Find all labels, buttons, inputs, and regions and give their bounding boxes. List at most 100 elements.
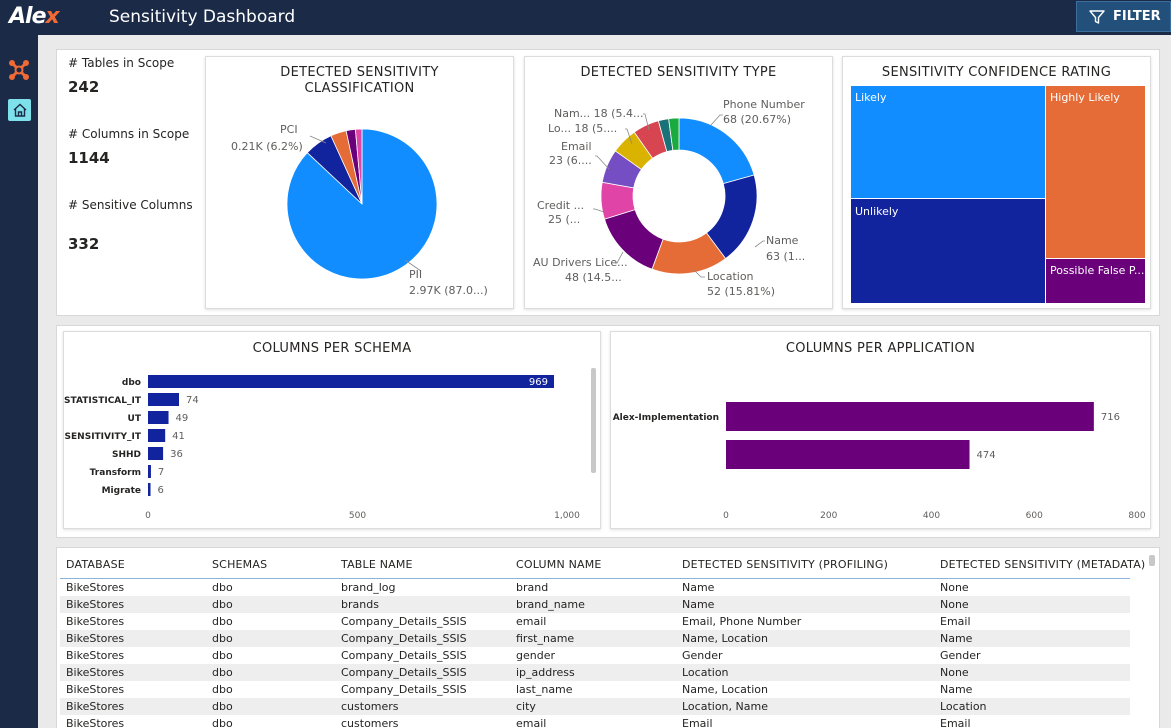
name-value: 63 (1...: [766, 250, 805, 263]
cell-profiling: Gender: [682, 649, 723, 662]
cell-schema: dbo: [212, 666, 233, 679]
bar-transform[interactable]: [148, 465, 151, 478]
network-icon[interactable]: [7, 58, 31, 82]
bar-migrate[interactable]: [148, 483, 151, 496]
table-row[interactable]: BikeStores dbo brand_log brand Name None: [60, 579, 1130, 596]
header-metadata[interactable]: DETECTED SENSITIVITY (METADATA): [940, 558, 1146, 571]
table-row[interactable]: BikeStores dbo Company_Details_SSIS email Em…: [60, 613, 1130, 630]
x-tick-label: 0: [723, 511, 729, 521]
bar-statistical-it[interactable]: [148, 393, 180, 406]
application-bar-chart: Alex-Implementation 716 474 0 200 400 600 800: [613, 402, 1146, 521]
pie-slice-other-3[interactable]: [354, 128, 363, 205]
sensitivity-table: DATABASE SCHEMAS TABLE NAME COLUMN NAME …: [60, 555, 1145, 728]
category-label: UT: [128, 414, 142, 424]
cell-database: BikeStores: [66, 700, 125, 713]
header-profiling[interactable]: DETECTED SENSITIVITY (PROFILING): [682, 558, 889, 571]
header-table-name[interactable]: TABLE NAME: [341, 558, 413, 571]
cell-metadata: None: [940, 598, 969, 611]
cell-metadata: Name: [940, 683, 973, 696]
cell-column-name: gender: [516, 649, 555, 662]
cell-database: BikeStores: [66, 581, 125, 594]
cell-table-name: brand_log: [341, 581, 396, 594]
category-label: dbo: [122, 378, 141, 388]
table-row[interactable]: BikeStores dbo Company_Details_SSIS ip_addr…: [60, 664, 1130, 681]
table-header: DATABASE SCHEMAS TABLE NAME COLUMN NAME …: [60, 555, 1145, 579]
email-value: 23 (6....: [549, 154, 592, 167]
cell-database: BikeStores: [66, 666, 125, 679]
table-body: BikeStores dbo brand_log brand Name None BikeS…: [60, 579, 1130, 728]
alex-logo[interactable]: Alex: [9, 4, 60, 29]
cell-schema: dbo: [212, 683, 233, 696]
table-row[interactable]: BikeStores dbo Company_Details_SSIS first_n…: [60, 630, 1130, 647]
confidence-title: SENSITIVITY CONFIDENCE RATING: [881, 65, 1112, 80]
bar-row-2[interactable]: [726, 440, 970, 469]
x-tick-label: 1,000: [554, 511, 580, 521]
cell-column-name: city: [516, 700, 536, 713]
donut-slice-phone-number[interactable]: [678, 117, 755, 185]
table-row[interactable]: BikeStores dbo Company_Details_SSIS last_na…: [60, 681, 1130, 698]
treemap-unlikely[interactable]: [851, 199, 1045, 303]
location-value: 52 (15.81%): [707, 285, 775, 298]
filter-button[interactable]: FILTER: [1076, 1, 1171, 32]
sensitivity-type-title: DETECTED SENSITIVITY TYPE: [580, 65, 777, 80]
confidence-treemap: Likely Highly Likely Unlikely Possible F…: [851, 86, 1145, 303]
treemap-possible-false[interactable]: [1046, 259, 1145, 303]
application-chart-card[interactable]: COLUMNS PER APPLICATION Alex-Implementat…: [610, 331, 1151, 529]
cell-database: BikeStores: [66, 598, 125, 611]
data-label: 49: [176, 413, 189, 424]
bar-dbo[interactable]: [148, 375, 555, 388]
table-row[interactable]: BikeStores dbo Company_Details_SSIS gender G…: [60, 647, 1130, 664]
header-schemas[interactable]: SCHEMAS: [212, 558, 268, 571]
location-label: Location: [707, 270, 754, 283]
cell-profiling: Email: [682, 717, 713, 728]
au-drivers-value: 48 (14.5...: [565, 271, 622, 284]
data-label: 474: [977, 450, 996, 461]
cell-table-name: Company_Details_SSIS: [341, 666, 467, 679]
cell-table-name: Company_Details_SSIS: [341, 683, 467, 696]
cell-table-name: Company_Details_SSIS: [341, 649, 467, 662]
confidence-card[interactable]: SENSITIVITY CONFIDENCE RATING Likely Hig…: [842, 56, 1151, 309]
home-icon[interactable]: [8, 99, 31, 121]
cell-profiling: Email, Phone Number: [682, 615, 802, 628]
treemap-likely[interactable]: [851, 86, 1045, 198]
table-row[interactable]: BikeStores dbo brands brand_name Name None: [60, 596, 1130, 613]
pci-value: 0.21K (6.2%): [231, 140, 303, 153]
table-row[interactable]: BikeStores dbo customers email Email Email: [60, 715, 1130, 728]
bar-ut[interactable]: [148, 411, 169, 424]
kpi-tables-value: 242: [68, 78, 100, 96]
schema-chart-card[interactable]: COLUMNS PER SCHEMA dbo 969 STATISTICAL_IT 7…: [63, 331, 601, 529]
x-tick-label: 500: [349, 511, 366, 521]
cell-metadata: None: [940, 666, 969, 679]
table-row[interactable]: BikeStores dbo customers city Location, Name…: [60, 698, 1130, 715]
header-column-name[interactable]: COLUMN NAME: [516, 558, 602, 571]
email-label: Email: [561, 140, 592, 153]
cell-table-name: brands: [341, 598, 379, 611]
table-scrollbar[interactable]: [1149, 555, 1155, 566]
cell-column-name: email: [516, 717, 547, 728]
cell-table-name: Company_Details_SSIS: [341, 632, 467, 645]
cell-table-name: Company_Details_SSIS: [341, 615, 467, 628]
cell-column-name: email: [516, 615, 547, 628]
top-bar: Alex Sensitivity Dashboard FILTER: [0, 0, 1171, 35]
bar-sensitivity-it[interactable]: [148, 429, 166, 442]
cell-profiling: Name, Location: [682, 632, 768, 645]
credit-value: 25 (...: [548, 213, 580, 226]
data-label: 36: [170, 449, 183, 460]
donut-slice-other-b[interactable]: [668, 117, 680, 151]
cell-schema: dbo: [212, 632, 233, 645]
category-label: Transform: [90, 468, 141, 478]
bar-shhd[interactable]: [148, 447, 164, 460]
cell-profiling: Location: [682, 666, 729, 679]
treemap-highly-likely[interactable]: [1046, 86, 1145, 258]
sensitivity-type-card[interactable]: DETECTED SENSITIVITY TYPE Phone Number 6…: [524, 56, 833, 309]
kpi-sensitive-label: # Sensitive Columns: [68, 198, 193, 212]
cell-column-name: brand: [516, 581, 549, 594]
phone-number-label: Phone Number: [723, 98, 805, 111]
bar-alex-implementation[interactable]: [726, 402, 1094, 431]
schema-scrollbar[interactable]: [591, 368, 596, 473]
header-database[interactable]: DATABASE: [66, 558, 125, 571]
pci-label: PCI: [280, 123, 298, 136]
sensitivity-type-donut-chart: Phone Number 68 (20.67%) Name 63 (1... L…: [533, 98, 805, 298]
cell-table-name: customers: [341, 717, 399, 728]
classification-card[interactable]: DETECTED SENSITIVITY CLASSIFICATION PCI …: [205, 56, 514, 309]
